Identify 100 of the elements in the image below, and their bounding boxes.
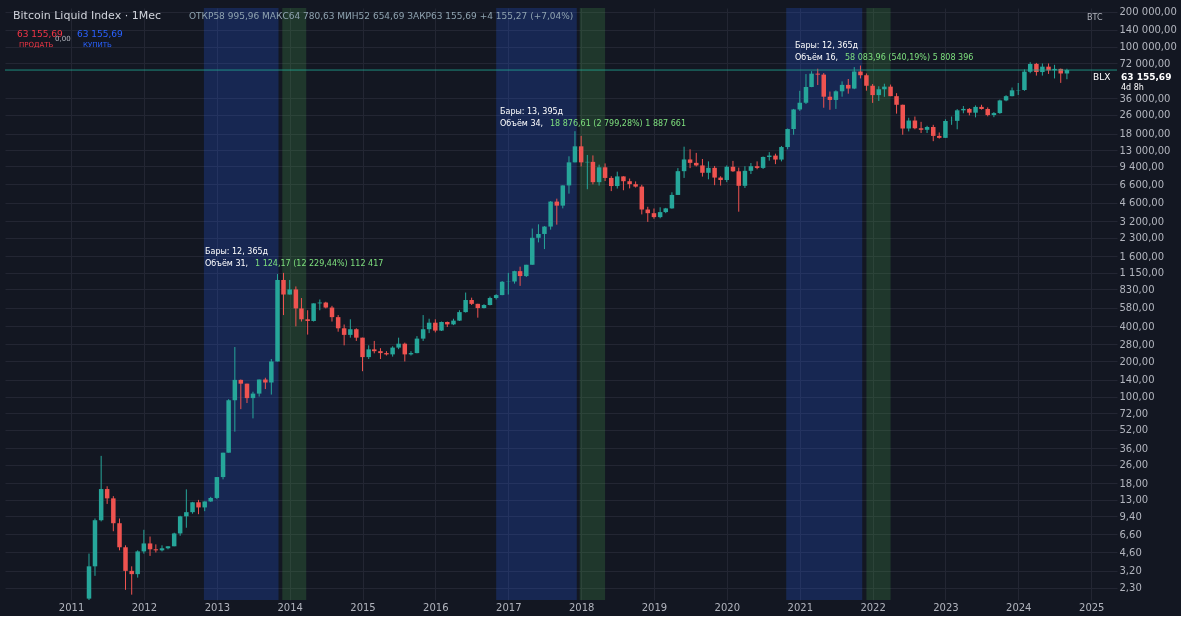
candlestick <box>238 379 244 410</box>
x-tick-label: 2011 <box>58 601 85 613</box>
y-tick-label: 140,00 <box>1119 374 1155 386</box>
x-tick-label: 2017 <box>496 601 522 613</box>
candlestick <box>870 83 875 104</box>
y-tick-label: 26,00 <box>1119 459 1149 471</box>
y-tick-label: 280,00 <box>1119 338 1155 350</box>
y-tick-label: 18,00 <box>1119 477 1149 489</box>
x-tick-label: 2024 <box>1006 601 1032 613</box>
candlestick <box>833 89 839 110</box>
x-tick-label: 2018 <box>568 601 595 613</box>
candlestick <box>463 292 468 314</box>
candlestick <box>596 164 602 187</box>
y-tick-label: 200 000,00 <box>1119 6 1177 18</box>
x-tick-label: 2012 <box>131 601 158 613</box>
ref-line-label: 63 155,69 <box>1121 72 1172 83</box>
annotation: Бары: 13, 395д <box>500 107 564 116</box>
candlestick <box>748 162 754 175</box>
candlestick <box>712 165 717 186</box>
candlestick <box>894 92 899 115</box>
y-tick-label: 52,00 <box>1119 424 1149 436</box>
y-tick-label: 36 000,00 <box>1119 93 1171 104</box>
x-tick-label: 2023 <box>933 601 959 613</box>
candlestick <box>311 302 316 323</box>
candlestick <box>736 167 741 213</box>
y-tick-label: 6 600,00 <box>1119 178 1165 190</box>
candlestick <box>924 125 930 134</box>
annotation: Объём 31, <box>205 259 249 268</box>
candlestick <box>918 121 924 134</box>
candlestick <box>184 488 189 529</box>
candlestick <box>135 549 140 579</box>
candlestick <box>536 223 541 243</box>
candlestick <box>560 184 566 209</box>
y-tick-label: 140 000,00 <box>1119 24 1177 36</box>
candlestick <box>305 309 310 336</box>
y-tick-label: 6,60 <box>1119 528 1142 540</box>
candlestick <box>123 544 128 591</box>
y-tick-label: 2,30 <box>1119 582 1142 594</box>
y-tick-label: 9,40 <box>1119 510 1142 522</box>
candlestick <box>129 565 134 596</box>
annotation: 63 155,69 <box>77 29 124 39</box>
y-tick-label: 100,00 <box>1119 391 1155 403</box>
candlestick <box>803 73 809 105</box>
x-tick-label: 2016 <box>423 601 449 613</box>
candlestick <box>348 318 353 339</box>
x-tick-label: 2025 <box>1079 601 1105 613</box>
candlestick <box>360 337 365 372</box>
y-tick-label: 4 600,00 <box>1119 197 1165 209</box>
y-tick-label: 72,00 <box>1119 407 1149 419</box>
annotation: 18 876,61 (2 799,28%) 1 887 661 <box>550 119 686 128</box>
y-tick-label: 13 000,00 <box>1119 144 1171 156</box>
y-tick-label: 830,00 <box>1119 283 1155 295</box>
annotation: 58 083,96 (540,19%) 5 808 396 <box>845 53 974 62</box>
y-tick-label: 18 000,00 <box>1119 128 1171 140</box>
y-tick-label: 200,00 <box>1119 355 1155 367</box>
y-tick-label: 1 150,00 <box>1119 267 1165 279</box>
x-tick-label: 2020 <box>714 601 741 613</box>
candlestick <box>420 314 426 342</box>
y-tick-label: 400,00 <box>1119 320 1155 332</box>
candlestick <box>517 266 523 287</box>
annotation: BLX <box>1093 72 1111 83</box>
candlestick <box>791 108 796 136</box>
candlestick <box>681 146 687 179</box>
candlestick <box>821 72 826 109</box>
x-tick-label: 2015 <box>350 601 376 613</box>
y-tick-label: 580,00 <box>1119 302 1155 314</box>
candlestick <box>299 297 304 323</box>
y-tick-label: 13,00 <box>1119 494 1149 506</box>
annotation: BTC <box>1087 13 1103 22</box>
y-tick-label: 3,20 <box>1119 565 1142 577</box>
candlestick <box>687 148 693 169</box>
y-tick-label: 1 600,00 <box>1119 250 1165 262</box>
annotation: 1 124,17 (12 229,44%) 112 417 <box>255 259 384 268</box>
y-tick-label: 4,60 <box>1119 546 1142 558</box>
y-tick-label: 36,00 <box>1119 442 1149 454</box>
x-tick-label: 2022 <box>860 601 886 613</box>
annotation: Бары: 12, 365д <box>205 247 269 256</box>
candlestick <box>281 272 286 316</box>
x-tick-label: 2013 <box>204 601 231 613</box>
annotation: Объём 16, <box>795 53 839 62</box>
y-tick-label: 26 000,00 <box>1119 109 1171 121</box>
x-tick-label: 2019 <box>641 601 668 613</box>
y-tick-label: 72 000,00 <box>1119 57 1171 69</box>
candlestick <box>269 358 274 396</box>
y-tick-label: 3 200,00 <box>1119 215 1165 227</box>
text: 4d 8h <box>1121 83 1144 93</box>
y-tick-label: 100 000,00 <box>1119 41 1177 53</box>
x-tick-label: 2014 <box>277 601 303 613</box>
candlestick <box>954 108 960 130</box>
annotation: Объём 34, <box>500 119 544 128</box>
candlestick <box>341 324 347 346</box>
candlestick <box>900 104 905 136</box>
candlestick <box>147 536 153 557</box>
y-tick-label: 2 300,00 <box>1119 232 1165 244</box>
x-tick-label: 2021 <box>787 601 814 613</box>
candlestick <box>742 165 748 189</box>
y-tick-label: 9 400,00 <box>1119 161 1165 172</box>
candlestick <box>675 167 681 196</box>
candlestick <box>754 160 760 170</box>
chart-subtitle: ОТКР58 995,96 МАКС64 780,63 МИН52 654,69 ЗАКР63 155,69 +4 155,27 (+7,04%) <box>189 11 574 21</box>
